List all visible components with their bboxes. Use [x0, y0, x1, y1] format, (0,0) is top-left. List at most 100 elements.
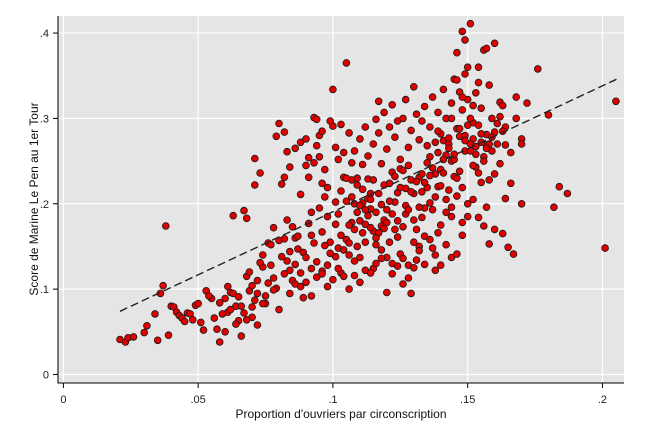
data-point — [431, 251, 440, 259]
data-point — [315, 153, 324, 161]
data-point — [320, 193, 329, 201]
data-point — [267, 240, 275, 249]
data-point — [385, 197, 394, 206]
data-point — [361, 123, 370, 131]
data-point — [409, 263, 418, 272]
data-point — [285, 163, 294, 171]
data-point — [601, 244, 609, 252]
data-point — [377, 254, 386, 263]
data-point — [436, 221, 445, 229]
data-point — [342, 174, 351, 183]
data-point — [307, 208, 316, 217]
data-point — [458, 106, 467, 114]
data-point — [423, 141, 432, 150]
data-point — [280, 173, 289, 182]
data-point — [342, 59, 351, 67]
data-point — [372, 240, 380, 249]
data-point — [361, 205, 370, 214]
data-point — [162, 222, 170, 230]
data-point — [506, 179, 515, 188]
data-point — [358, 160, 367, 169]
data-point — [444, 144, 453, 153]
data-point — [326, 249, 335, 258]
data-point — [318, 179, 326, 188]
data-point — [428, 244, 437, 252]
data-point — [485, 240, 494, 248]
data-point — [420, 102, 429, 111]
data-point — [444, 134, 453, 142]
data-point — [366, 269, 375, 277]
data-point — [517, 200, 526, 208]
data-point — [382, 218, 391, 227]
data-point — [453, 48, 461, 57]
data-point — [423, 159, 432, 167]
x-tick-label: .05 — [191, 394, 206, 406]
data-point — [415, 246, 424, 255]
data-point — [415, 203, 424, 212]
data-point — [347, 159, 356, 167]
data-point — [380, 108, 388, 117]
data-point — [461, 136, 469, 145]
data-point — [291, 260, 300, 269]
data-point — [453, 192, 461, 200]
data-point — [453, 76, 461, 84]
data-point — [318, 269, 326, 278]
data-point — [221, 294, 229, 303]
y-tick-label: .4 — [40, 28, 49, 40]
data-point — [374, 129, 383, 137]
data-point — [458, 27, 467, 36]
data-point — [393, 262, 402, 270]
data-point — [523, 99, 531, 107]
data-point — [180, 317, 189, 326]
data-point — [506, 148, 515, 157]
data-point — [436, 261, 445, 270]
data-point — [334, 155, 343, 164]
data-point — [307, 292, 316, 300]
data-point — [493, 119, 502, 128]
data-point — [382, 288, 391, 297]
data-point — [377, 246, 386, 254]
data-point — [463, 121, 472, 129]
data-point — [404, 205, 413, 214]
data-point — [140, 328, 149, 337]
data-point — [329, 85, 337, 94]
data-point — [477, 104, 486, 112]
data-point — [447, 203, 456, 212]
data-point — [442, 240, 450, 249]
data-point — [326, 238, 335, 247]
data-point — [488, 114, 496, 123]
data-point — [563, 189, 572, 198]
data-point — [326, 117, 335, 125]
data-point — [418, 117, 426, 125]
data-point — [418, 170, 426, 178]
data-point — [312, 141, 321, 150]
data-point — [404, 143, 413, 152]
data-point — [307, 264, 316, 273]
data-point — [275, 305, 283, 314]
data-point — [453, 174, 461, 183]
data-point — [409, 216, 418, 224]
data-point — [391, 172, 399, 181]
data-point — [331, 252, 340, 261]
data-point — [242, 315, 251, 324]
data-point — [304, 173, 313, 182]
y-tick-label: .3 — [40, 113, 49, 125]
fit-line — [119, 77, 619, 312]
data-point — [428, 93, 437, 101]
data-point — [280, 128, 289, 136]
data-point — [463, 212, 472, 221]
data-point — [471, 150, 480, 159]
data-point — [280, 235, 289, 243]
data-point — [458, 183, 467, 192]
data-point — [369, 176, 378, 184]
data-point — [407, 126, 415, 135]
data-point — [248, 281, 256, 290]
data-point — [409, 238, 418, 247]
data-point — [323, 183, 332, 192]
data-point — [426, 199, 434, 207]
data-point — [221, 327, 229, 336]
data-point — [482, 203, 491, 212]
data-point — [391, 225, 399, 234]
data-point — [269, 223, 278, 232]
